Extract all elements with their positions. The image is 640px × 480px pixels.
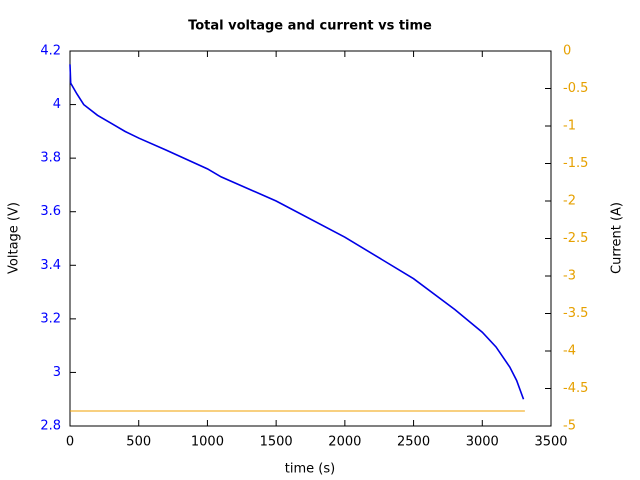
y2-tick-label: -3 bbox=[563, 269, 576, 284]
y2-tick-label: -0.5 bbox=[563, 81, 588, 96]
x-tick-label: 3000 bbox=[466, 435, 499, 450]
y2-tick-label: -3.5 bbox=[563, 306, 588, 321]
x-tick-label: 0 bbox=[66, 435, 74, 450]
y2-tick-label: -2.5 bbox=[563, 231, 588, 246]
x-axis-label: time (s) bbox=[285, 462, 335, 477]
x-tick-label: 3500 bbox=[534, 435, 567, 450]
y2-tick-label: 0 bbox=[563, 44, 571, 59]
y-tick-label: 3.8 bbox=[40, 151, 61, 166]
y2-axis-label: Current (A) bbox=[610, 202, 625, 274]
x-tick-label: 1500 bbox=[260, 435, 293, 450]
data-line bbox=[69, 64, 525, 400]
plot-frame bbox=[69, 50, 552, 427]
y-tick-label: 4 bbox=[53, 97, 61, 112]
x-tick-label: 500 bbox=[126, 435, 151, 450]
y-tick-label: 2.8 bbox=[40, 419, 61, 434]
y-tick-label: 4.2 bbox=[40, 44, 61, 59]
y-tick-label: 3.6 bbox=[40, 204, 61, 219]
chart-title: Total voltage and current vs time bbox=[188, 19, 432, 34]
y2-tick-label: -2 bbox=[563, 194, 576, 209]
y2-tick-label: -1.5 bbox=[563, 156, 588, 171]
x-tick-label: 2500 bbox=[397, 435, 430, 450]
y2-tick-label: -5 bbox=[563, 419, 576, 434]
y2-tick-label: -4.5 bbox=[563, 381, 588, 396]
y2-tick-label: -1 bbox=[563, 119, 576, 134]
y-axis-label: Voltage (V) bbox=[7, 202, 22, 274]
y2-tick-label: -4 bbox=[563, 344, 576, 359]
y-tick-label: 3.2 bbox=[40, 311, 61, 326]
x-tick-label: 1000 bbox=[191, 435, 224, 450]
x-tick-label: 2000 bbox=[328, 435, 361, 450]
y-tick-label: 3.4 bbox=[40, 258, 61, 273]
y-tick-label: 3 bbox=[53, 365, 61, 380]
